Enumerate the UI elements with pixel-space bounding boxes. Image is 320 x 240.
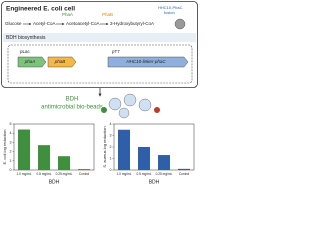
y-axis-label: S. aureus log reduction — [102, 126, 107, 167]
section-band — [3, 33, 196, 42]
x-tick-label: 0.5 mg/mL — [36, 172, 51, 176]
bar — [158, 155, 170, 170]
bio-beads — [101, 93, 160, 119]
bar — [38, 145, 50, 170]
protein-icon — [174, 18, 186, 30]
gene — [17, 56, 47, 68]
bar — [118, 129, 130, 170]
y-tick-label: 0 — [10, 168, 12, 172]
gene-label: HHC10-linker-phaC — [126, 59, 166, 64]
enzyme: PhaA — [62, 12, 73, 17]
plot-frame — [13, 123, 95, 171]
gene — [107, 56, 189, 68]
y-tick-label: 2 — [10, 150, 12, 154]
bar — [78, 169, 90, 170]
y-tick-label: 3 — [10, 140, 12, 144]
section-label: BDH biosynthesis — [6, 35, 46, 41]
y-tick-label: 5 — [10, 122, 12, 126]
y-tick-label: 2 — [110, 145, 112, 149]
x-tick-label: 0.25 mg/mL — [156, 172, 173, 176]
y-tick-label: 0 — [110, 168, 112, 172]
metabolite: 3-Hydroxybutyryl-CoA — [110, 21, 154, 26]
x-axis-label: BDH — [149, 179, 160, 185]
product-label: BDH — [66, 97, 79, 103]
x-tick-label: 1.0 mg/mL — [16, 172, 31, 176]
enzyme: HHC10-PhaC — [158, 5, 183, 10]
x-tick-label: 0.5 mg/mL — [136, 172, 151, 176]
y-tick-label: 1 — [10, 159, 12, 163]
promoter: pT7 — [112, 49, 120, 54]
gene — [47, 56, 77, 68]
title: Engineered E. coli cell — [6, 6, 75, 13]
bar — [138, 147, 150, 170]
y-tick-label: 1 — [110, 156, 112, 160]
metabolite: Acetyl-CoA — [33, 21, 56, 26]
bar — [58, 156, 70, 170]
gene-label: phaA — [24, 59, 36, 64]
enzyme: PhaB — [102, 12, 113, 17]
graphical-abstract: Engineered E. coli cell PhaA PhaB HHC10-… — [1, 1, 198, 185]
enzyme: fusion — [164, 10, 175, 15]
bar — [18, 129, 30, 170]
y-tick-label: 4 — [10, 131, 12, 135]
x-tick-label: 0.25 mg/mL — [56, 172, 73, 176]
x-tick-label: Control — [79, 172, 90, 176]
promoter: pLac — [20, 49, 31, 54]
metabolite: Acetoacetyl-CoA — [66, 21, 100, 26]
x-axis-label: BDH — [49, 179, 60, 185]
y-axis-label: E. coli log reduction — [2, 130, 7, 165]
product-label: antimicrobial bio-beads — [41, 105, 103, 111]
x-tick-label: 1.0 mg/mL — [116, 172, 131, 176]
bar — [178, 168, 190, 170]
gene-label: phaB — [54, 59, 66, 64]
y-tick-label: 4 — [110, 122, 112, 126]
metabolite: Glucose — [5, 21, 22, 26]
x-tick-label: Control — [179, 172, 190, 176]
y-tick-label: 3 — [110, 133, 112, 137]
plasmid — [7, 44, 193, 84]
